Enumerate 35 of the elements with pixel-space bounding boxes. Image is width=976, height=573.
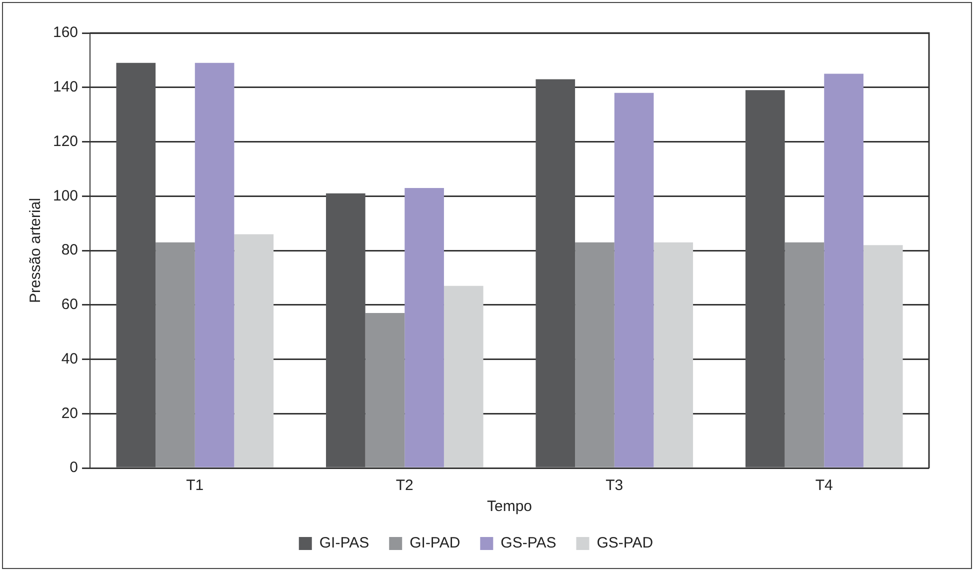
bar — [156, 242, 195, 468]
legend-label: GS-PAD — [596, 534, 654, 552]
y-axis-title: Pressão arterial — [27, 198, 44, 304]
y-tick-label: 100 — [52, 187, 78, 204]
bar — [536, 79, 576, 468]
y-tick-label: 0 — [70, 459, 78, 476]
bar — [784, 242, 824, 468]
legend-label: GS-PAS — [500, 534, 556, 552]
legend-label: GI-PAS — [319, 534, 370, 552]
bar — [824, 74, 864, 468]
y-tick-label: 140 — [52, 78, 78, 96]
bar — [575, 242, 614, 468]
bar — [116, 62, 156, 468]
x-axis-title: Tempo — [487, 498, 532, 516]
y-tick-label: 160 — [52, 24, 78, 42]
bar — [234, 234, 274, 468]
bar — [745, 90, 785, 468]
x-tick-label: T3 — [606, 477, 624, 494]
y-tick-label: 20 — [61, 404, 78, 422]
bar — [863, 245, 903, 468]
y-tick-label: 60 — [61, 296, 78, 314]
legend-label: GI-PAD — [410, 534, 460, 552]
bar — [365, 313, 405, 468]
y-tick-label: 40 — [61, 350, 78, 368]
bar — [614, 92, 654, 468]
bar — [194, 62, 234, 468]
x-tick-label: T2 — [396, 477, 414, 494]
bar — [654, 242, 694, 468]
y-tick-label: 120 — [52, 132, 78, 150]
bar — [326, 193, 366, 468]
x-tick-label: T4 — [815, 477, 833, 494]
bar — [404, 188, 444, 468]
bar — [444, 286, 484, 468]
x-tick-label: T1 — [186, 477, 204, 494]
y-tick-label: 80 — [61, 242, 78, 259]
